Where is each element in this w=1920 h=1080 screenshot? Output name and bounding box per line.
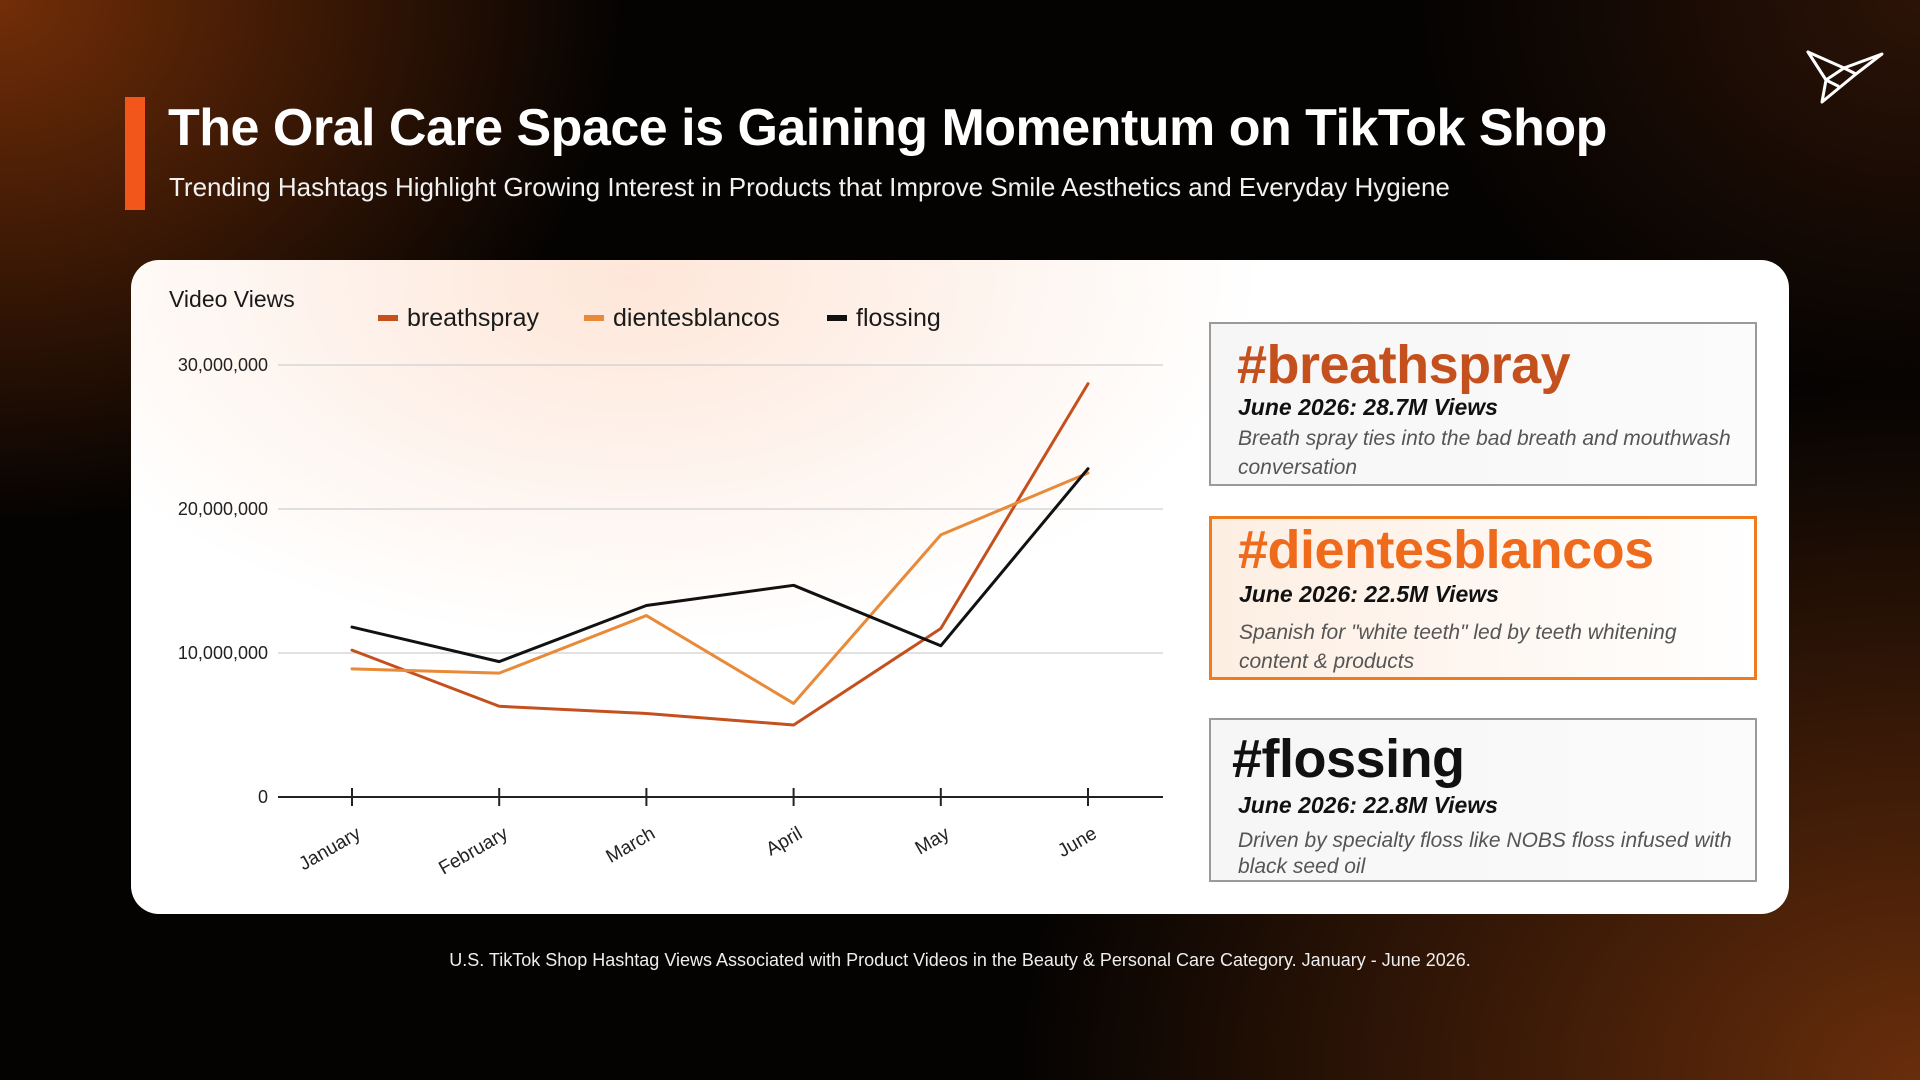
legend-label-dientesblancos: dientesblancos xyxy=(613,304,780,332)
y-axis-title: Video Views xyxy=(169,286,295,312)
x-tick-label: February xyxy=(435,823,512,879)
title-accent-bar xyxy=(125,97,145,210)
source-footnote: U.S. TikTok Shop Hashtag Views Associate… xyxy=(449,950,1471,970)
callout-description: Driven by specialty floss like NOBS flos… xyxy=(1238,829,1732,878)
legend-label-breathspray: breathspray xyxy=(407,304,540,332)
callout-stat: June 2026: 22.5M Views xyxy=(1239,581,1499,607)
x-tick-label: June xyxy=(1054,823,1100,862)
callout-stat: June 2026: 22.8M Views xyxy=(1238,792,1498,818)
y-tick-label: 0 xyxy=(258,787,268,807)
callout-hashtag: #flossing xyxy=(1232,729,1465,789)
chart-card: Video Views 0 10,000,000 20,000,000 30,000,… xyxy=(131,260,1789,914)
y-tick-label: 30,000,000 xyxy=(178,355,268,375)
paper-plane-bird-logo-icon xyxy=(1806,50,1884,104)
callout-description: Spanish for "white teeth" led by teeth w… xyxy=(1239,621,1677,673)
x-tick-label: March xyxy=(603,823,659,868)
callout-breathspray: #breathspray June 2026: 28.7M Views Brea… xyxy=(1209,322,1757,486)
series-line-dientesblancos xyxy=(350,471,1090,705)
legend-swatch-breathspray xyxy=(378,315,398,321)
page-subtitle: Trending Hashtags Highlight Growing Inte… xyxy=(169,172,1450,202)
x-tick-label: May xyxy=(912,823,954,859)
y-tick-label: 10,000,000 xyxy=(178,643,268,663)
callout-flossing: #flossing June 2026: 22.8M Views Driven … xyxy=(1209,718,1757,882)
series-line-breathspray xyxy=(350,382,1090,727)
y-tick-label: 20,000,000 xyxy=(178,499,268,519)
callout-description: Breath spray ties into the bad breath an… xyxy=(1238,427,1731,479)
legend-swatch-dientesblancos xyxy=(584,315,604,321)
line-chart: Video Views 0 10,000,000 20,000,000 30,000,… xyxy=(169,286,1163,879)
x-tick-label: April xyxy=(763,823,806,860)
callout-dientesblancos: #dientesblancos June 2026: 22.5M Views S… xyxy=(1209,516,1757,680)
legend-label-flossing: flossing xyxy=(856,304,941,332)
callout-hashtag: #breathspray xyxy=(1237,335,1571,395)
page-title: The Oral Care Space is Gaining Momentum … xyxy=(168,99,1607,157)
series-line-flossing xyxy=(350,467,1090,664)
callout-hashtag: #dientesblancos xyxy=(1238,520,1654,580)
x-tick-label: January xyxy=(295,823,364,875)
legend-swatch-flossing xyxy=(827,315,847,321)
callout-stat: June 2026: 28.7M Views xyxy=(1238,394,1498,420)
